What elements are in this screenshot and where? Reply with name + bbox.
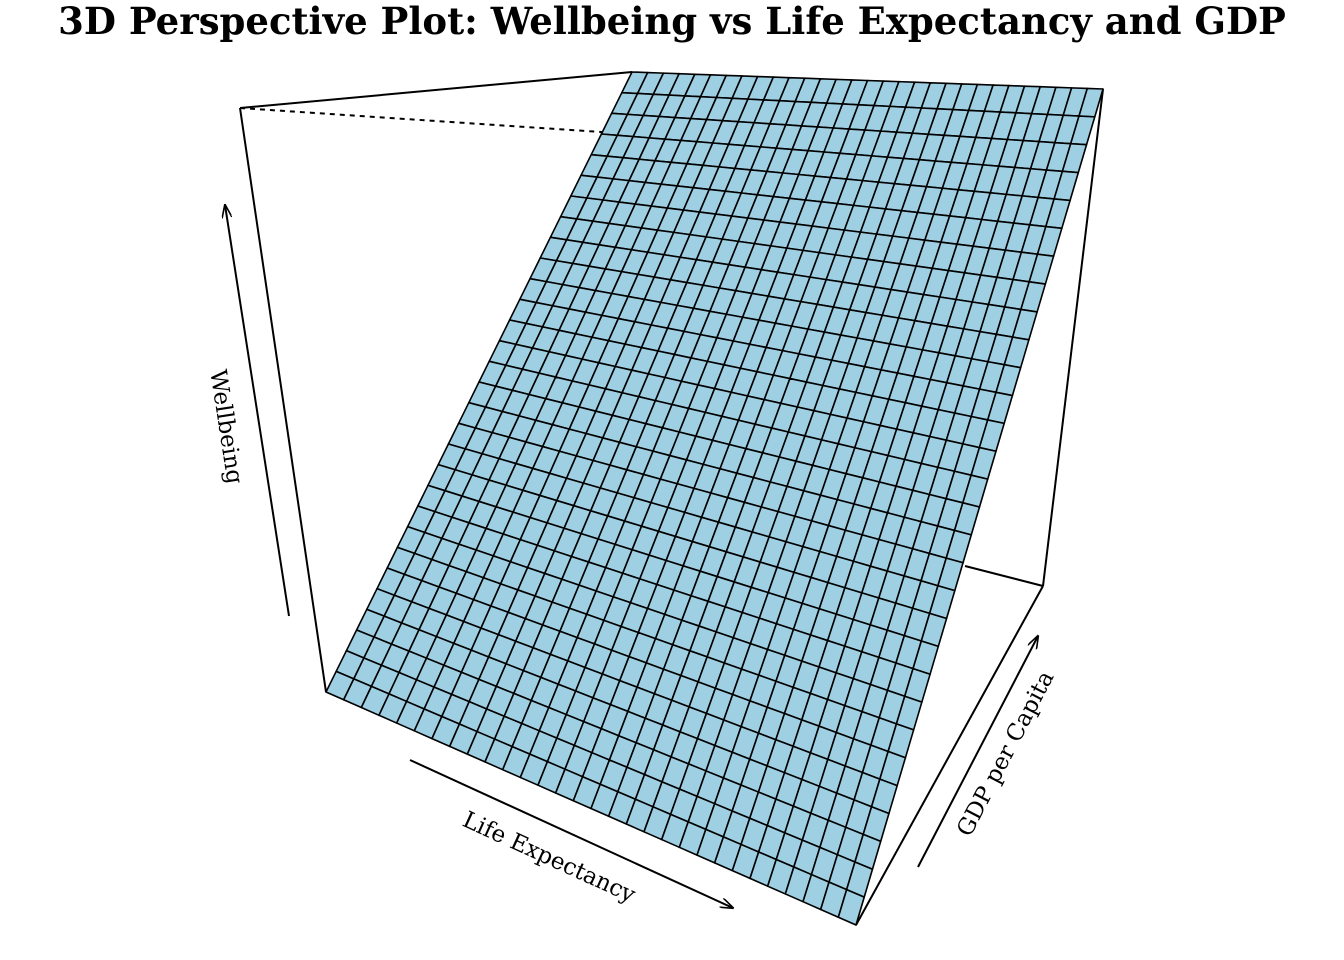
- box-edge-bottom-front-right: [855, 585, 1044, 926]
- wellbeing-axis-label: Wellbeing: [204, 368, 247, 486]
- box-edge-bottom-right: [964, 565, 1044, 587]
- box-edge-right-vertical: [1042, 88, 1104, 587]
- gdp-axis-arrow: [917, 636, 1038, 868]
- box-edge-back-top-left: [239, 71, 633, 109]
- box-edge-back-left-vertical: [239, 107, 327, 693]
- gdp-axis-label: GDP per Capita: [952, 667, 1060, 841]
- back-box-edges: [239, 71, 1104, 926]
- life-expectancy-axis-arrow: [409, 759, 733, 908]
- chart-title: 3D Perspective Plot: Wellbeing vs Life E…: [58, 0, 1286, 43]
- surface-facet: [837, 888, 866, 926]
- life-expectancy-axis-label: Life Expectancy: [459, 807, 640, 908]
- wellbeing-axis-arrow: [225, 205, 290, 617]
- wellbeing-surface: [325, 71, 1104, 926]
